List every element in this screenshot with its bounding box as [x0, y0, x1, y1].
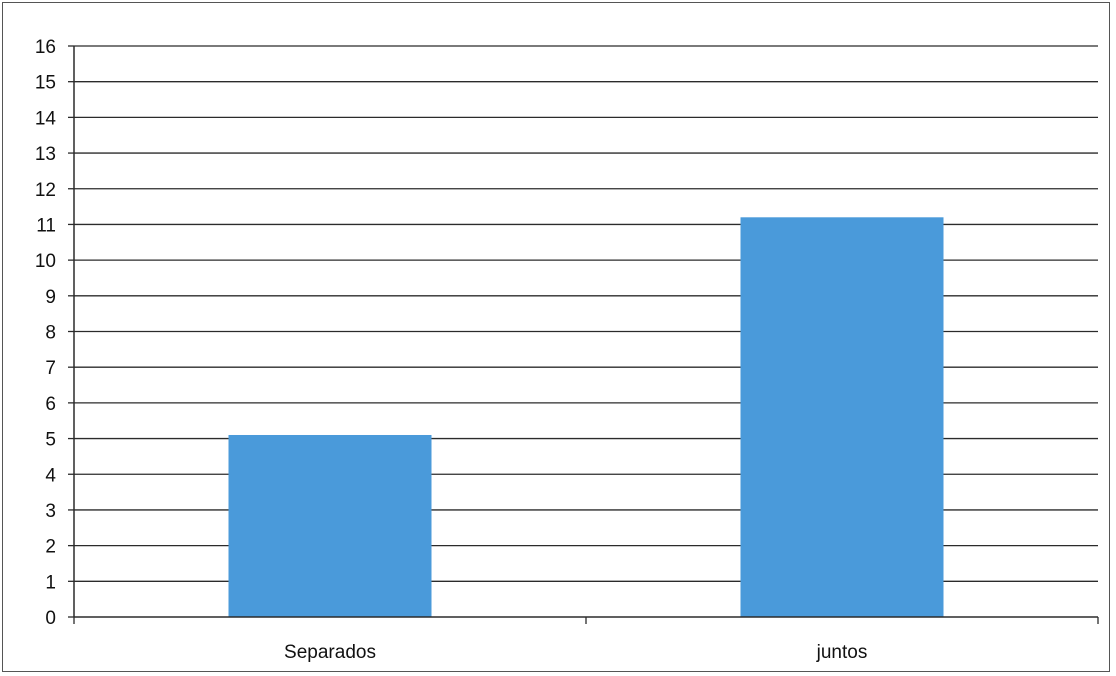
bars	[228, 217, 944, 618]
y-tick-label: 8	[45, 323, 56, 344]
y-tick-label: 13	[35, 144, 56, 165]
y-tick-label: 2	[45, 537, 56, 558]
gridlines	[74, 45, 1098, 582]
y-tick-label: 14	[35, 108, 57, 129]
y-tick-label: 5	[45, 430, 56, 451]
x-category-label: juntos	[816, 642, 868, 663]
y-tick-label: 15	[35, 73, 56, 94]
x-category-label: Separados	[284, 642, 376, 663]
y-tick-label: 9	[45, 287, 56, 308]
y-tick-label: 1	[45, 572, 56, 593]
y-tick-label: 10	[35, 251, 56, 272]
y-tick-label: 7	[45, 358, 56, 379]
y-tick-label: 12	[35, 180, 56, 201]
x-category-labels: Separados juntos	[284, 642, 867, 663]
bar-juntos	[740, 217, 944, 618]
y-tick-label: 6	[45, 394, 56, 415]
bar-separados	[228, 434, 432, 617]
y-tick-label: 16	[35, 37, 56, 58]
y-tick-label: 11	[36, 215, 56, 236]
y-tick-label: 4	[45, 465, 56, 486]
axes	[68, 45, 1099, 624]
y-tick-label: 0	[45, 608, 56, 629]
y-tick-label: 3	[45, 501, 56, 522]
